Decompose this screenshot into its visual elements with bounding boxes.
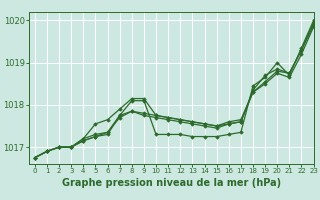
X-axis label: Graphe pression niveau de la mer (hPa): Graphe pression niveau de la mer (hPa) [62,178,281,188]
